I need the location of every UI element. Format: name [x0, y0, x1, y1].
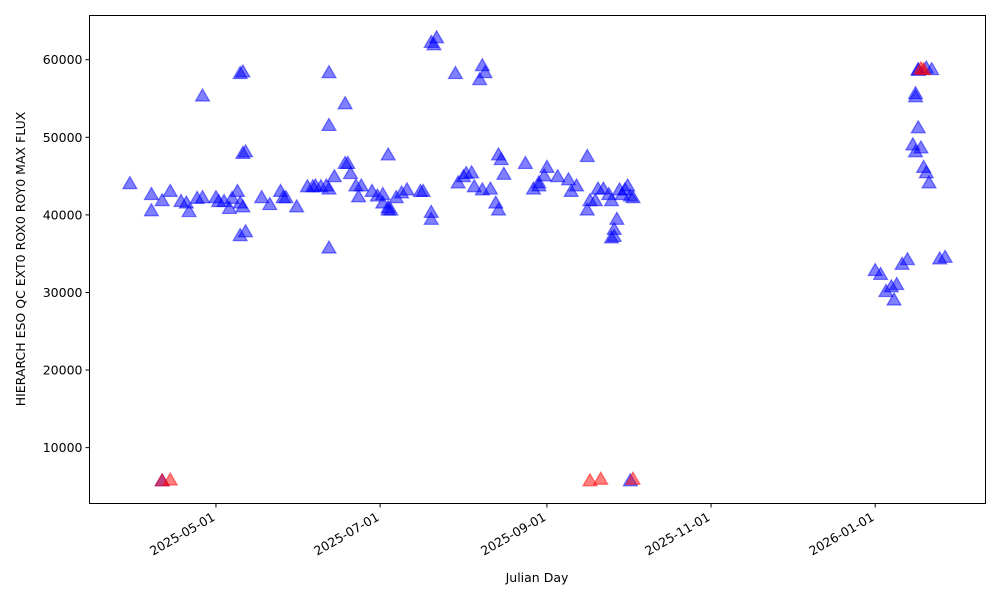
data-point [466, 178, 483, 193]
data-point [625, 189, 642, 204]
y-tick-label: 20000 [43, 363, 83, 378]
data-point [910, 119, 927, 134]
data-point [425, 36, 442, 51]
data-point [320, 180, 337, 195]
data-point [194, 87, 211, 102]
data-point [337, 95, 354, 110]
data-point [234, 198, 251, 213]
y-tick-label: 40000 [43, 207, 83, 222]
data-point [463, 164, 480, 179]
plot-frame [89, 15, 986, 504]
data-point [143, 202, 160, 217]
data-point [380, 146, 397, 161]
data-point [886, 291, 903, 306]
data-point [471, 71, 488, 86]
data-point [477, 64, 494, 79]
x-tick-label: 2025-05-01 [147, 509, 217, 558]
y-axis: 10000 20000 30000 40000 50000 60000 [43, 52, 90, 455]
y-tick-label: 30000 [43, 285, 83, 300]
data-point [568, 177, 585, 192]
data-point [162, 471, 179, 486]
x-axis: 2025-05-01 2025-07-01 2025-09-01 2025-11-01… [147, 503, 877, 558]
y-tick-label: 50000 [43, 130, 83, 145]
data-point [339, 155, 356, 170]
data-point [493, 151, 510, 166]
data-point [181, 203, 198, 218]
data-point [428, 29, 445, 44]
data-point [143, 186, 160, 201]
data-point [619, 177, 636, 192]
data-point [353, 177, 370, 192]
data-point [495, 166, 512, 180]
data-point [579, 148, 596, 163]
data-point [162, 183, 179, 197]
data-point [625, 471, 642, 485]
data-point [261, 196, 278, 211]
data-point [538, 159, 555, 173]
data-point [549, 168, 566, 183]
data-point [382, 201, 399, 216]
x-tick-label: 2025-11-01 [642, 509, 712, 558]
data-points [121, 29, 954, 487]
data-point [154, 192, 171, 207]
data-point [224, 190, 241, 204]
data-point [490, 201, 507, 216]
data-point [194, 189, 211, 204]
y-axis-label: HIERARCH ESO QC EXT0 ROX0 ROY0 MAX FLUX [13, 111, 28, 406]
x-tick-label: 2026-01-01 [806, 509, 876, 558]
data-point [415, 183, 432, 197]
data-point [530, 177, 547, 192]
data-point [606, 221, 623, 236]
data-point [587, 192, 604, 207]
data-point [423, 211, 440, 225]
x-axis-label: Julian Day [505, 570, 569, 585]
data-point [592, 471, 609, 485]
data-point [937, 249, 954, 263]
data-point [398, 181, 416, 196]
data-point [320, 64, 337, 79]
x-tick-label: 2025-07-01 [311, 509, 381, 558]
data-point [229, 183, 246, 197]
data-point [517, 155, 534, 170]
data-point [447, 65, 464, 80]
data-point [872, 266, 889, 281]
data-point [907, 88, 924, 103]
data-point [482, 180, 499, 195]
data-point [899, 251, 916, 266]
data-point [608, 211, 625, 225]
x-tick-label: 2025-09-01 [478, 509, 548, 558]
data-point [536, 167, 553, 182]
y-tick-label: 60000 [43, 52, 83, 67]
data-point [560, 171, 577, 186]
data-point [326, 168, 343, 183]
data-point [579, 201, 596, 216]
data-point [912, 139, 929, 154]
data-point [320, 117, 337, 132]
data-point [320, 239, 337, 254]
data-point [581, 472, 598, 487]
y-tick-label: 10000 [43, 440, 83, 455]
data-point [277, 189, 294, 204]
data-point [888, 276, 905, 291]
data-point [288, 198, 305, 213]
data-point [920, 174, 937, 189]
data-point [253, 189, 270, 204]
data-point [918, 164, 935, 179]
data-point [237, 143, 254, 158]
data-point [234, 63, 251, 78]
data-point [342, 165, 359, 180]
data-point [606, 228, 623, 242]
data-point [915, 61, 932, 76]
data-point [350, 188, 367, 203]
data-point [237, 223, 254, 238]
data-point [121, 175, 138, 190]
